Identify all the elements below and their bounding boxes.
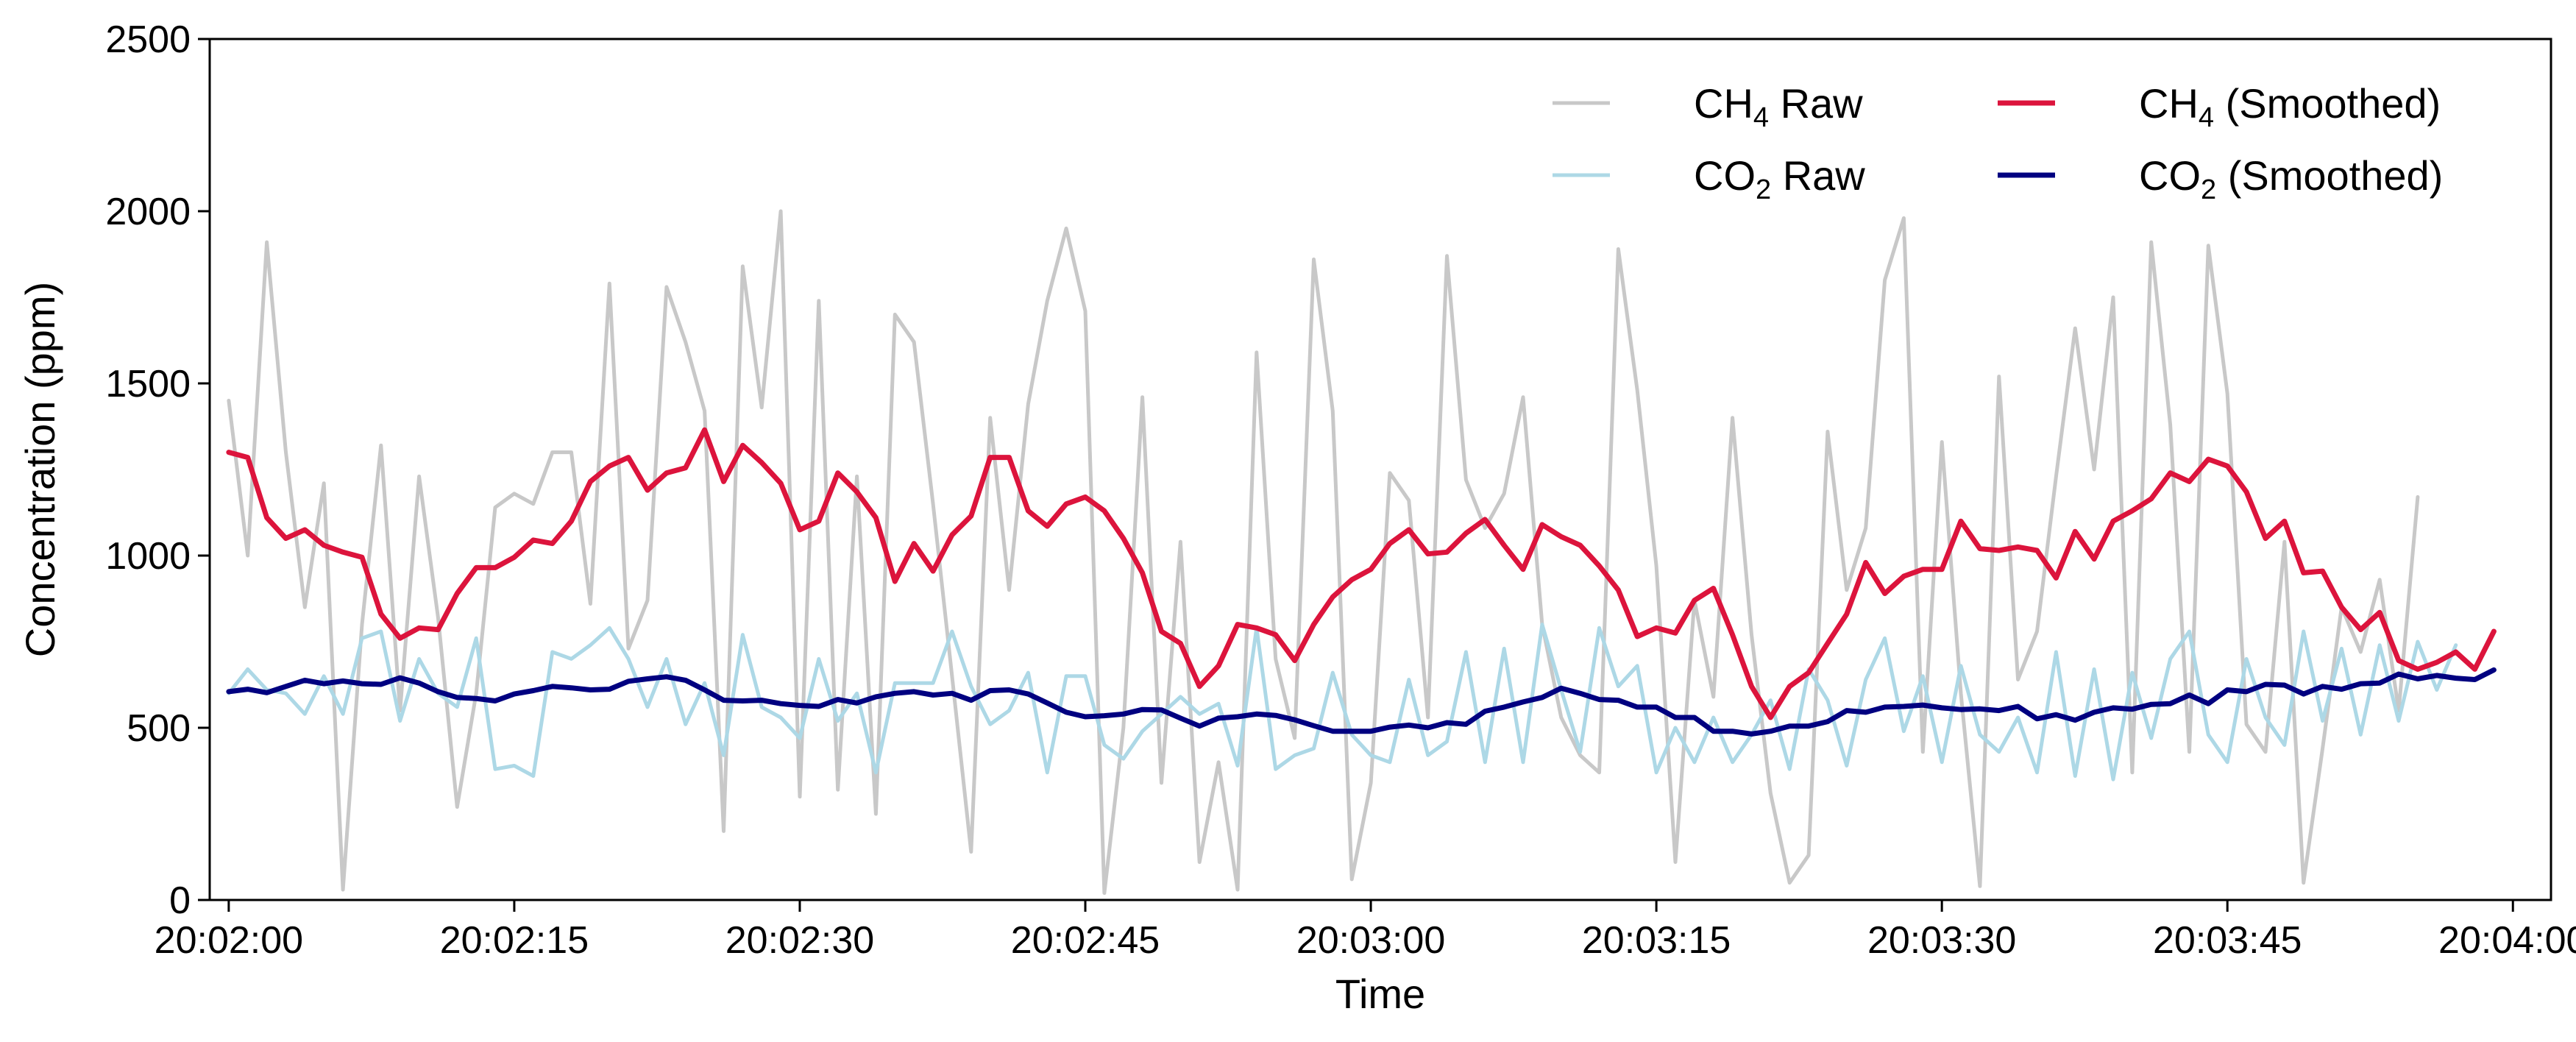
y-tick-label: 1000	[105, 535, 191, 578]
legend-label-ch4-smoothed: CH4 (Smoothed)	[2139, 80, 2441, 133]
y-tick-label: 0	[169, 879, 191, 922]
x-tick-label: 20:03:15	[1582, 919, 1731, 962]
y-axis: 0 500 1000 1500 2000 2500	[105, 18, 210, 922]
x-tick-label: 20:03:00	[1296, 919, 1445, 962]
x-axis: 20:02:00 20:02:15 20:02:30 20:02:45 20:03:00…	[155, 900, 2576, 962]
x-axis-title: Time	[1335, 971, 1425, 1017]
plot-frame	[208, 38, 2552, 901]
legend-label-co2-smoothed: CO2 (Smoothed)	[2139, 152, 2443, 205]
x-tick-label: 20:03:45	[2153, 919, 2302, 962]
x-tick-label: 20:02:45	[1011, 919, 1160, 962]
x-tick-label: 20:02:30	[725, 919, 874, 962]
series-line-co2-raw	[227, 623, 2458, 782]
y-tick-label: 500	[127, 707, 191, 750]
legend: CH4 Raw CO2 Raw CH4 (Smoothed) CO2 (Smoothe…	[1553, 80, 2443, 205]
series-layer	[226, 209, 2497, 896]
series-line-ch4-smoothed	[226, 427, 2497, 720]
legend-label-ch4-raw: CH4 Raw	[1694, 80, 1863, 133]
series-line-co2-smoothed	[226, 667, 2497, 737]
legend-label-co2-raw: CO2 Raw	[1694, 152, 1865, 205]
x-tick-label: 20:02:00	[155, 919, 303, 962]
y-tick-label: 2500	[105, 18, 191, 61]
y-axis-title: Concentration (ppm)	[17, 282, 63, 657]
x-tick-label: 20:03:30	[1867, 919, 2016, 962]
series-line-ch4-raw	[227, 209, 2420, 896]
y-tick-label: 2000	[105, 191, 191, 233]
x-tick-label: 20:02:15	[440, 919, 589, 962]
y-tick-label: 1500	[105, 363, 191, 405]
x-tick-label: 20:04:00	[2438, 919, 2576, 962]
